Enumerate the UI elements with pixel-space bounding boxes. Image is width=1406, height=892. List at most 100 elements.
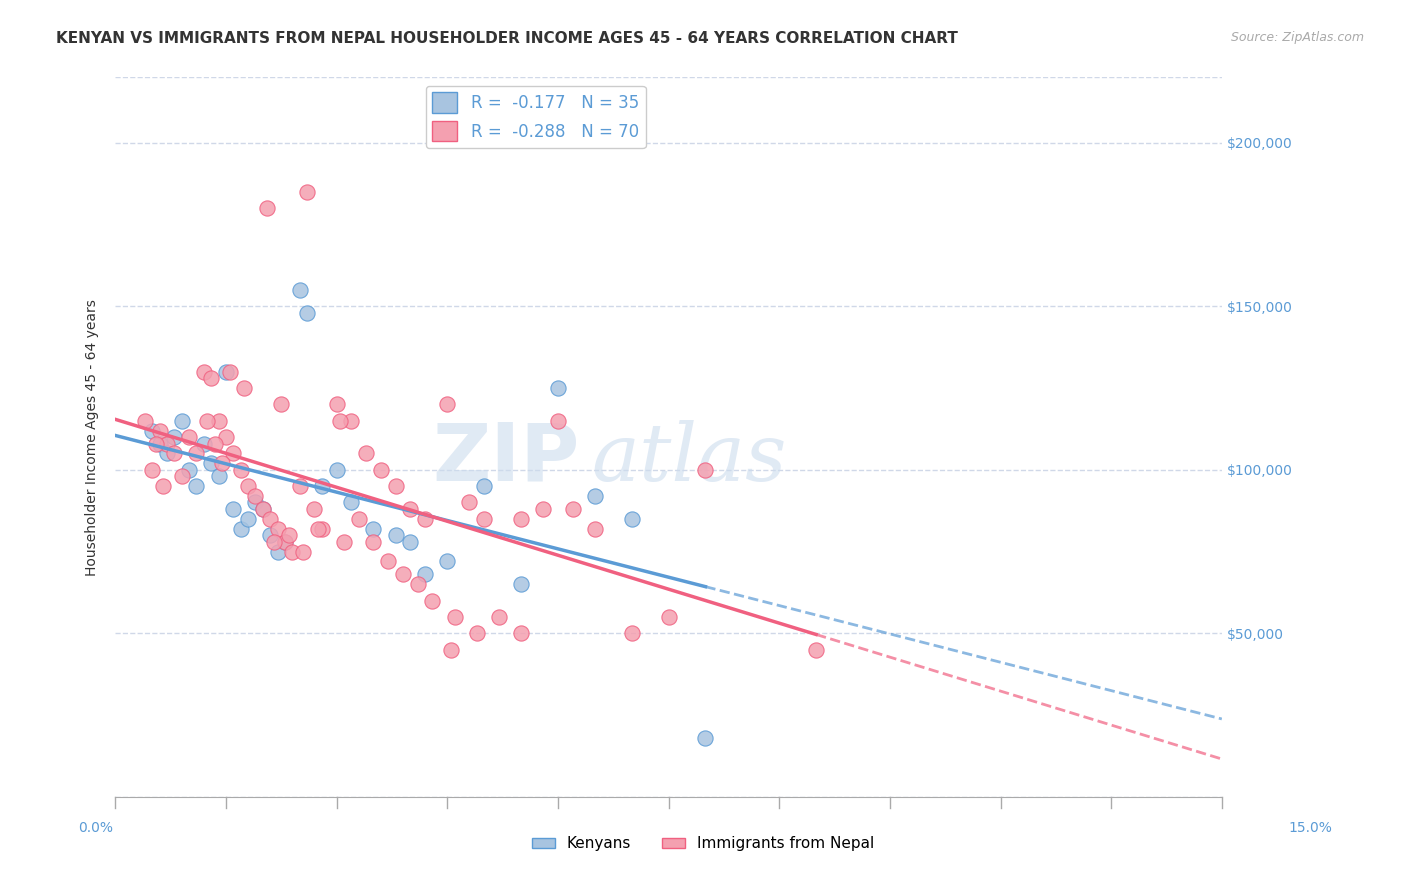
Point <box>436 397 458 411</box>
Point <box>458 495 481 509</box>
Point <box>413 512 436 526</box>
Point <box>377 554 399 568</box>
Point <box>156 446 179 460</box>
Point <box>204 436 226 450</box>
Point <box>547 414 569 428</box>
Point <box>325 397 347 411</box>
Point <box>406 577 429 591</box>
Point <box>413 567 436 582</box>
Point <box>620 512 643 526</box>
Point <box>222 502 245 516</box>
Point <box>233 381 256 395</box>
Legend: R =  -0.177   N = 35, R =  -0.288   N = 70: R = -0.177 N = 35, R = -0.288 N = 70 <box>426 86 645 148</box>
Point <box>440 642 463 657</box>
Point <box>329 414 352 428</box>
Point <box>583 489 606 503</box>
Point <box>443 610 465 624</box>
Point <box>263 534 285 549</box>
Point <box>392 567 415 582</box>
Point <box>170 414 193 428</box>
Point <box>695 731 717 745</box>
Point <box>215 365 238 379</box>
Point <box>197 414 219 428</box>
Point <box>363 534 385 549</box>
Point <box>510 626 533 640</box>
Point <box>281 544 304 558</box>
Point <box>510 512 533 526</box>
Point <box>488 610 510 624</box>
Point <box>288 479 311 493</box>
Point <box>229 463 252 477</box>
Point <box>252 502 274 516</box>
Point <box>215 430 238 444</box>
Point <box>340 495 363 509</box>
Point <box>245 495 267 509</box>
Point <box>193 365 215 379</box>
Point <box>252 502 274 516</box>
Point <box>218 365 240 379</box>
Point <box>510 577 533 591</box>
Point <box>363 522 385 536</box>
Point <box>399 502 422 516</box>
Point <box>170 469 193 483</box>
Point <box>207 469 229 483</box>
Point <box>531 502 554 516</box>
Point <box>311 522 333 536</box>
Text: 0.0%: 0.0% <box>79 821 112 835</box>
Point <box>340 414 363 428</box>
Point <box>325 463 347 477</box>
Text: KENYAN VS IMMIGRANTS FROM NEPAL HOUSEHOLDER INCOME AGES 45 - 64 YEARS CORRELATIO: KENYAN VS IMMIGRANTS FROM NEPAL HOUSEHOL… <box>56 31 957 46</box>
Point <box>295 306 318 320</box>
Legend: Kenyans, Immigrants from Nepal: Kenyans, Immigrants from Nepal <box>526 830 880 857</box>
Point <box>311 479 333 493</box>
Text: atlas: atlas <box>591 420 786 498</box>
Point <box>292 544 315 558</box>
Point <box>333 534 356 549</box>
Point <box>804 642 827 657</box>
Point <box>295 185 318 199</box>
Point <box>465 626 488 640</box>
Point <box>399 534 422 549</box>
Point <box>277 528 299 542</box>
Y-axis label: Householder Income Ages 45 - 64 years: Householder Income Ages 45 - 64 years <box>86 299 100 575</box>
Point <box>163 446 186 460</box>
Point <box>236 512 259 526</box>
Point <box>370 463 392 477</box>
Text: 15.0%: 15.0% <box>1288 821 1333 835</box>
Point <box>307 522 329 536</box>
Point <box>148 436 170 450</box>
Point <box>354 446 377 460</box>
Point <box>134 414 156 428</box>
Point <box>620 626 643 640</box>
Point <box>270 397 292 411</box>
Point <box>472 512 495 526</box>
Point <box>193 436 215 450</box>
Point <box>561 502 583 516</box>
Point <box>245 489 267 503</box>
Point <box>695 463 717 477</box>
Point <box>288 283 311 297</box>
Point <box>304 502 326 516</box>
Point <box>229 522 252 536</box>
Point <box>177 430 200 444</box>
Point <box>207 414 229 428</box>
Point <box>236 479 259 493</box>
Point <box>547 381 569 395</box>
Point <box>156 436 179 450</box>
Point <box>259 512 281 526</box>
Point <box>200 371 222 385</box>
Point <box>186 479 208 493</box>
Point <box>583 522 606 536</box>
Point <box>256 201 278 215</box>
Point <box>274 534 297 549</box>
Point <box>347 512 370 526</box>
Point <box>384 479 406 493</box>
Point <box>658 610 681 624</box>
Point <box>266 544 288 558</box>
Point <box>163 430 186 444</box>
Text: Source: ZipAtlas.com: Source: ZipAtlas.com <box>1230 31 1364 45</box>
Point <box>211 456 233 470</box>
Point <box>177 463 200 477</box>
Point <box>141 463 163 477</box>
Point <box>422 593 444 607</box>
